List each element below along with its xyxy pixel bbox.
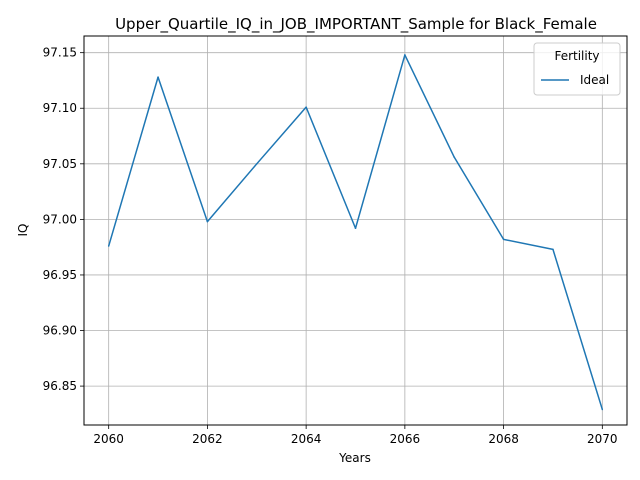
data-point <box>453 156 455 158</box>
data-point <box>355 228 357 230</box>
x-tick-label: 2064 <box>291 432 322 446</box>
data-point <box>404 54 406 56</box>
x-tick-label: 2062 <box>192 432 223 446</box>
data-point <box>256 163 258 165</box>
x-tick-label: 2070 <box>587 432 618 446</box>
legend-title: Fertility <box>554 49 599 63</box>
data-point <box>552 249 554 251</box>
y-tick-label: 96.85 <box>43 379 77 393</box>
legend-label-ideal: Ideal <box>580 73 609 87</box>
data-point <box>503 239 505 241</box>
data-point <box>602 409 604 411</box>
x-tick-label: 2060 <box>93 432 124 446</box>
y-tick-label: 97.15 <box>43 46 77 60</box>
data-point <box>157 76 159 78</box>
data-point <box>108 245 110 247</box>
y-axis-label: IQ <box>16 224 30 237</box>
legend: Fertility Ideal <box>534 43 620 95</box>
y-tick-label: 96.90 <box>43 324 77 338</box>
y-tick-label: 97.00 <box>43 212 77 226</box>
x-axis-label: Years <box>338 451 371 465</box>
y-tick-label: 97.05 <box>43 157 77 171</box>
y-tick-label: 97.10 <box>43 101 77 115</box>
data-point <box>305 106 307 108</box>
x-tick-label: 2066 <box>390 432 421 446</box>
x-tick-label: 2068 <box>488 432 519 446</box>
data-point <box>207 221 209 223</box>
chart-title: Upper_Quartile_IQ_in_JOB_IMPORTANT_Sampl… <box>115 15 597 34</box>
y-tick-label: 96.95 <box>43 268 77 282</box>
